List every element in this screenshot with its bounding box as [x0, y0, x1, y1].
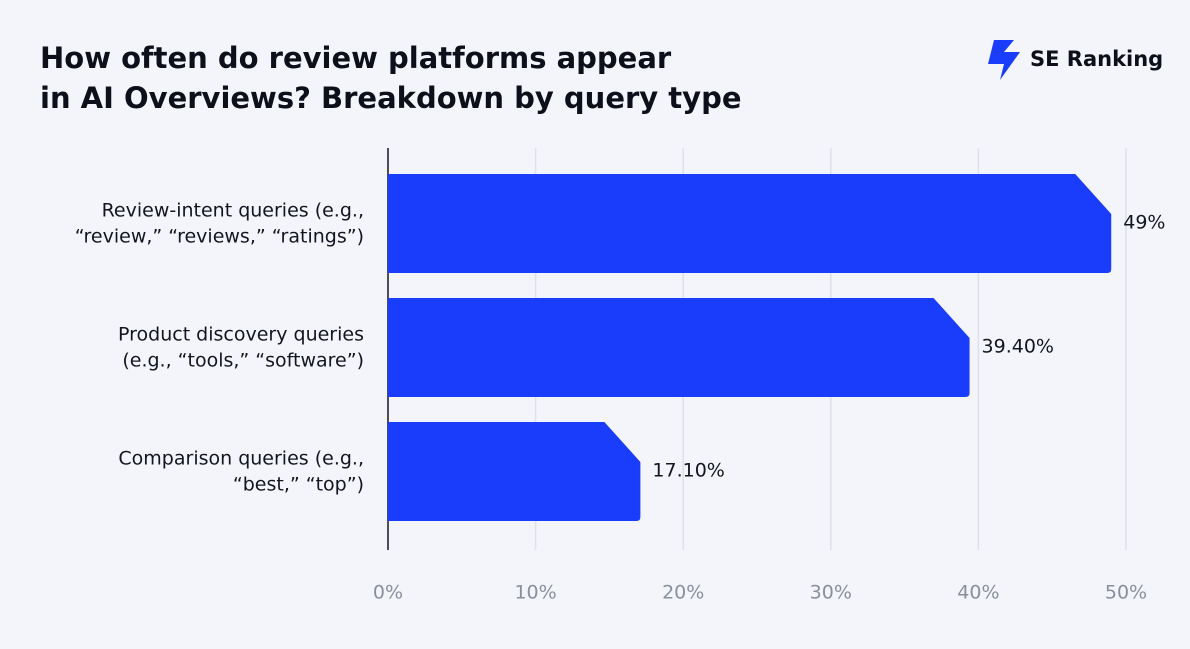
bar: [388, 422, 641, 521]
brand-name: SE Ranking: [1030, 47, 1163, 71]
x-tick-label: 20%: [662, 582, 704, 604]
x-tick-label: 50%: [1105, 582, 1147, 604]
value-label: 49%: [1123, 212, 1165, 234]
x-tick-label: 40%: [957, 582, 999, 604]
x-tick-label: 10%: [514, 582, 556, 604]
logo-icon: [988, 40, 1020, 80]
category-label: “best,” “top”): [233, 474, 364, 496]
brand-logo: SE Ranking: [988, 40, 1163, 80]
category-label: Product discovery queries: [118, 324, 364, 346]
bar: [388, 298, 970, 397]
category-label: “review,” “reviews,” “ratings”): [75, 226, 364, 248]
category-label: (e.g., “tools,” “software”): [122, 350, 364, 372]
x-tick-label: 30%: [810, 582, 852, 604]
x-tick-label: 0%: [373, 582, 403, 604]
bar: [388, 174, 1112, 273]
category-label: Review-intent queries (e.g.,: [102, 200, 364, 222]
chart-title: How often do review platforms appear: [40, 41, 672, 75]
value-label: 39.40%: [982, 336, 1054, 358]
value-label: 17.10%: [652, 460, 724, 482]
category-label: Comparison queries (e.g.,: [118, 448, 364, 470]
chart-title: in AI Overviews? Breakdown by query type: [40, 81, 742, 115]
